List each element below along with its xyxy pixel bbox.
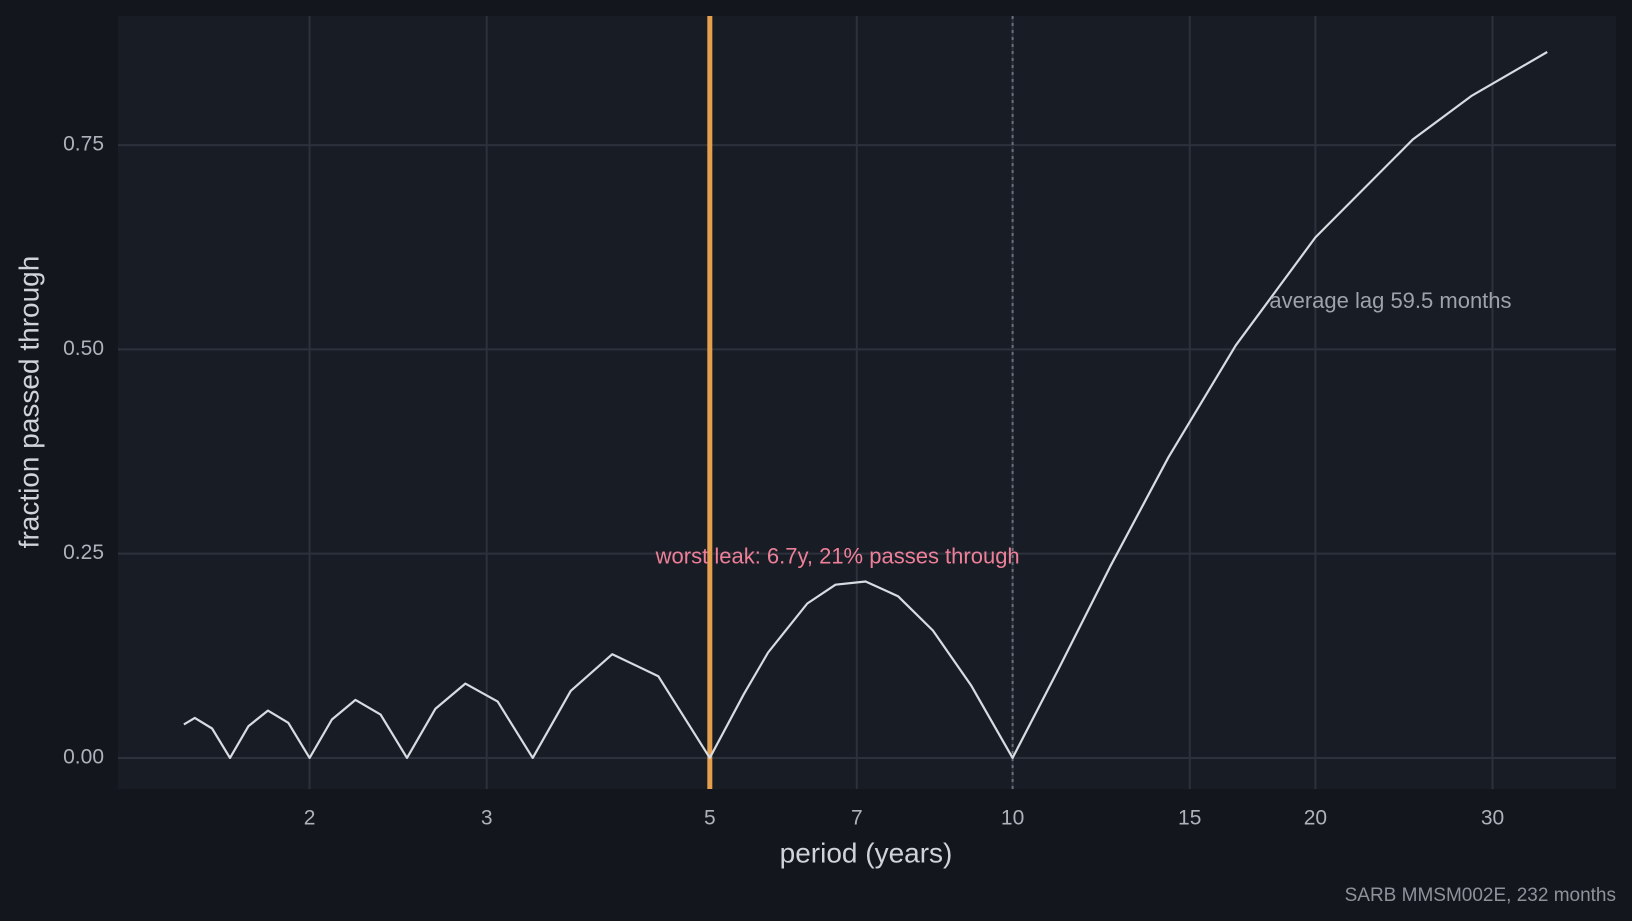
x-tick-label: 20 (1304, 807, 1327, 830)
y-tick-label: 0.25 (63, 541, 104, 564)
y-tick-label: 0.50 (63, 337, 104, 360)
x-tick-label: 10 (1001, 807, 1024, 830)
panel (118, 16, 1616, 789)
x-axis-title: period (years) (780, 837, 953, 868)
y-tick-label: 0.75 (63, 133, 104, 156)
y-tick-label: 0.00 (63, 745, 104, 768)
y-axis-title: fraction passed through (13, 256, 44, 549)
data-line (183, 51, 1548, 759)
x-tick-label: 7 (851, 807, 863, 830)
x-tick-label: 2 (304, 807, 316, 830)
x-tick-label: 3 (481, 807, 493, 830)
annotation: worst leak: 6.7y, 21% passes through (655, 544, 1020, 569)
x-tick-label: 30 (1481, 807, 1504, 830)
x-tick-label: 5 (704, 807, 716, 830)
caption: SARB MMSM002E, 232 months (1345, 885, 1616, 906)
annotation: average lag 59.5 months (1269, 288, 1511, 313)
x-tick-label: 15 (1178, 807, 1201, 830)
